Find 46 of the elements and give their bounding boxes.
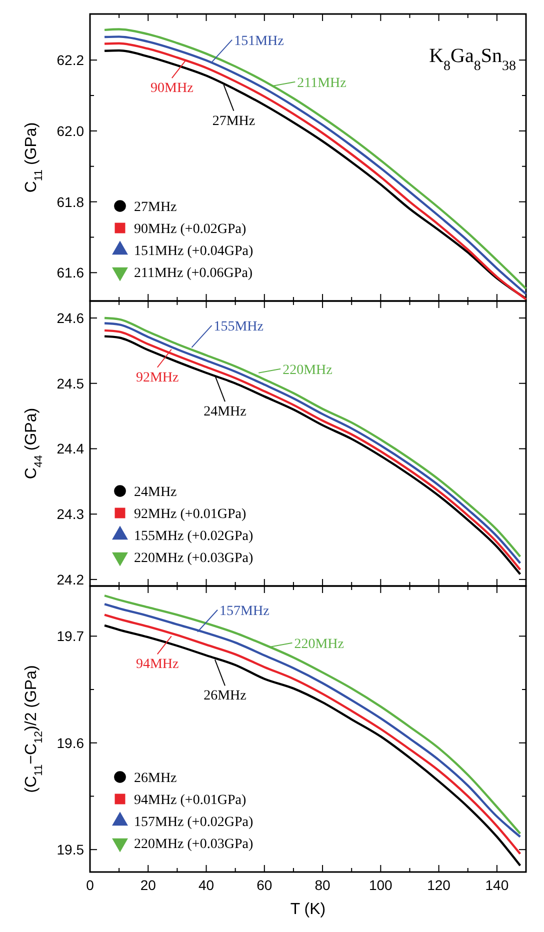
x-tick-label: 120 — [427, 877, 451, 893]
legend-label: 220MHz (+0.03GPa) — [134, 837, 254, 852]
x-tick-label: 60 — [256, 877, 272, 893]
annotation: 92MHz — [136, 370, 179, 386]
y-tick-label: 24.6 — [56, 310, 84, 326]
legend-label: 24MHz — [134, 485, 177, 500]
y-tick-label: 61.6 — [56, 264, 84, 281]
y-tick-label: 19.5 — [56, 842, 84, 858]
y-tick-label: 24.2 — [56, 571, 84, 588]
legend-label: 92MHz (+0.01GPa) — [134, 507, 246, 522]
annotation: 90MHz — [150, 81, 194, 96]
annotation: 155MHz — [214, 319, 264, 334]
annotation: 94MHz — [136, 657, 179, 672]
legend-label: 26MHz — [134, 771, 177, 786]
y-tick-label: 62.0 — [56, 122, 84, 139]
y-tick-label: 61.8 — [56, 194, 84, 210]
y-tick-label: 19.6 — [56, 734, 84, 751]
annotation: 211MHz — [297, 76, 346, 91]
legend-label: 157MHz (+0.02GPa) — [134, 815, 254, 830]
y-tick-label: 24.5 — [56, 375, 84, 392]
y-tick-label: 24.4 — [56, 440, 84, 457]
annotation: 24MHz — [204, 404, 246, 420]
x-tick-label: 80 — [314, 877, 331, 893]
legend-label: 90MHz (+0.02GPa) — [134, 222, 246, 237]
annotation: K$_{8}$Ga$_{8}$Sn$_{38}$ — [429, 45, 516, 74]
annotation: 220MHz — [294, 636, 344, 652]
x-tick-label: 0 — [86, 877, 94, 893]
legend-label: 94MHz (+0.01GPa) — [134, 793, 246, 808]
x-axis-title: T (K) — [290, 901, 326, 918]
legend-label: 151MHz (+0.04GPa) — [134, 244, 254, 259]
legend-label: 27MHz — [134, 200, 177, 215]
y-tick-label: 24.3 — [56, 506, 84, 522]
annotation: 220MHz — [282, 362, 332, 378]
annotation: 157MHz — [220, 604, 270, 619]
annotation: 27MHz — [212, 114, 256, 129]
annotation: 26MHz — [204, 688, 246, 704]
legend-label: 220MHz (+0.03GPa) — [134, 551, 254, 566]
legend-label: 211MHz (+0.06GPa) — [134, 266, 253, 281]
y-tick-label: 62.2 — [56, 52, 84, 68]
x-tick-label: 140 — [485, 877, 509, 893]
y-tick-label: 19.7 — [56, 628, 84, 644]
x-tick-label: 100 — [368, 877, 393, 893]
legend-label: 155MHz (+0.02GPa) — [134, 529, 254, 544]
annotation: 151MHz — [234, 34, 284, 49]
x-tick-label: 20 — [140, 877, 156, 893]
x-tick-label: 40 — [198, 877, 214, 893]
